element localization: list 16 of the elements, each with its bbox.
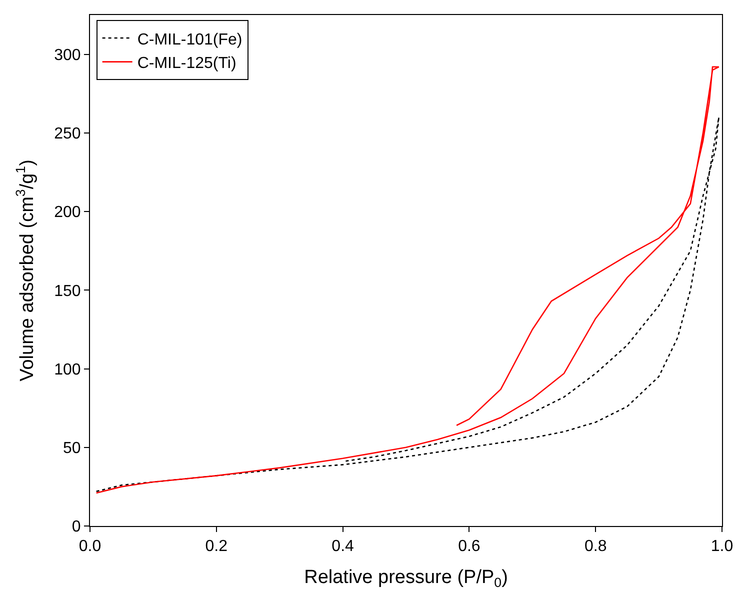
y-tick-label: 200 (54, 204, 81, 222)
x-tick-label: 0.2 (205, 538, 228, 556)
legend-label: C-MIL-101(Fe) (137, 31, 242, 48)
legend-label: C-MIL-125(Ti) (137, 55, 236, 72)
x-tick-label: 1.0 (710, 538, 734, 556)
y-tick-label: 0 (72, 518, 81, 536)
x-tick-label: 0.4 (332, 538, 354, 556)
x-axis-title: Relative pressure (P/P$_{0}$) (304, 567, 508, 590)
y-tick-label: 250 (54, 126, 81, 143)
x-tick-label: 0.0 (78, 538, 102, 556)
y-tick-label: 300 (54, 46, 81, 64)
y-tick-label: 50 (63, 440, 81, 457)
x-tick-label: 0.8 (584, 538, 607, 556)
y-tick-label: 150 (54, 282, 81, 300)
y-tick-label: 100 (54, 361, 81, 378)
x-tick-label: 0.6 (458, 538, 480, 556)
